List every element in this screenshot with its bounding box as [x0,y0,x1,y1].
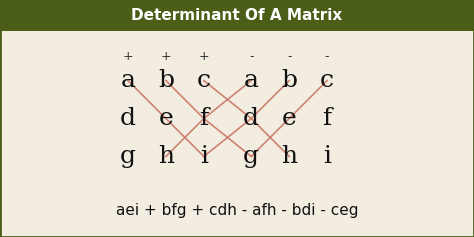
Text: d: d [243,107,259,130]
Text: -: - [249,50,254,63]
Text: c: c [197,69,211,92]
Text: c: c [320,69,334,92]
Text: b: b [158,69,174,92]
Text: Determinant Of A Matrix: Determinant Of A Matrix [131,8,343,23]
Text: a: a [120,69,136,92]
Text: b: b [281,69,297,92]
Text: +: + [123,50,133,63]
Text: i: i [323,145,331,168]
Bar [0,0,474,31]
Text: e: e [158,107,173,130]
Text: d: d [120,107,136,130]
Text: g: g [243,145,259,168]
Text: e: e [282,107,297,130]
Text: h: h [158,145,174,168]
Text: a: a [244,69,259,92]
Text: -: - [325,50,329,63]
Text: h: h [281,145,297,168]
Text: +: + [199,50,209,63]
Text: aei + bfg + cdh - afh - bdi - ceg: aei + bfg + cdh - afh - bdi - ceg [116,203,358,219]
Text: i: i [200,145,208,168]
Text: +: + [161,50,171,63]
Text: f: f [199,107,209,130]
Text: -: - [287,50,292,63]
Text: g: g [120,145,136,168]
Text: f: f [322,107,332,130]
